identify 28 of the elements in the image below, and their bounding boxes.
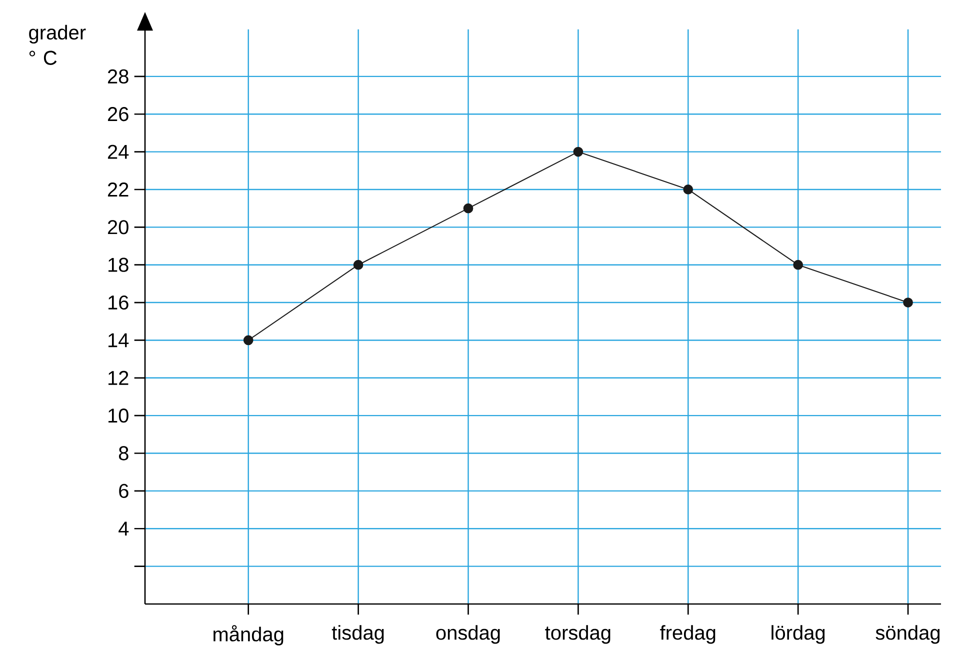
y-tick-label: 24 xyxy=(108,144,129,159)
y-tick-label: 10 xyxy=(108,408,128,423)
point xyxy=(243,335,254,346)
x-tick-label: lördag xyxy=(772,625,825,644)
y-tick-label: 16 xyxy=(108,295,128,310)
y-tick-label: 18 xyxy=(108,258,128,272)
x-tick-label: torsdag xyxy=(545,625,610,644)
x-tick-label: söndag xyxy=(876,625,940,644)
point xyxy=(573,146,584,157)
x-tick-label: onsdag xyxy=(436,625,500,644)
x-tick-label: måndag xyxy=(214,625,284,646)
x-tick-label: tisdag xyxy=(332,625,384,644)
point xyxy=(903,298,913,308)
y-tick-label: 12 xyxy=(108,370,128,385)
point xyxy=(353,260,364,270)
point xyxy=(463,203,474,214)
x-tick-label: fredag xyxy=(660,625,716,644)
y-tick-label: 14 xyxy=(108,333,129,348)
y-tick-label: 8 xyxy=(118,446,128,460)
y-tick-label: 4 xyxy=(118,522,129,536)
y-axis-title: grader ° C xyxy=(29,24,86,65)
y-tick-label: 6 xyxy=(119,484,128,498)
point xyxy=(793,260,804,270)
y-tick-label: 26 xyxy=(108,107,128,122)
y-tick-label: 20 xyxy=(108,220,128,234)
y-tick-label: 28 xyxy=(108,69,128,84)
point xyxy=(683,184,694,194)
y-tick-label: 22 xyxy=(108,182,128,196)
